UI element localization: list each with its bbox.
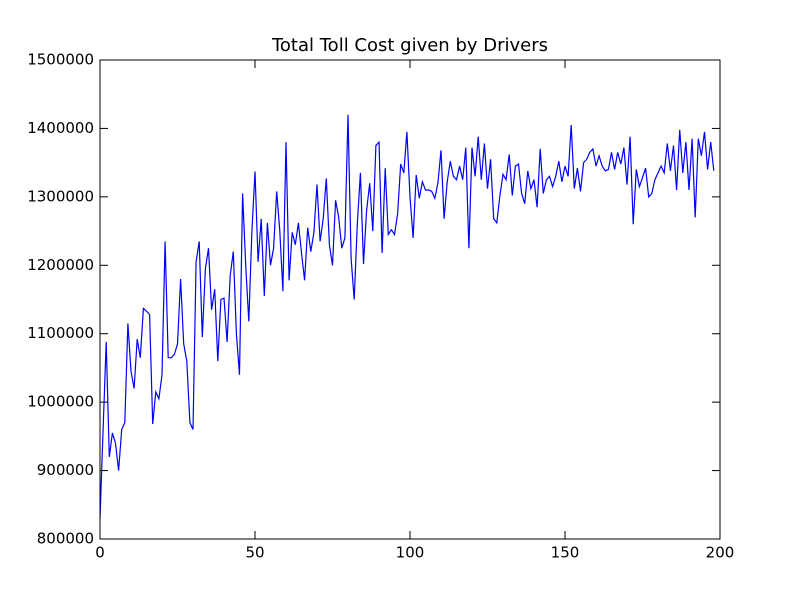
y-tick-label: 1400000 xyxy=(27,119,94,137)
data-line xyxy=(99,114,715,519)
x-tick-label: 100 xyxy=(396,544,425,562)
y-tick-label: 800000 xyxy=(37,530,94,548)
y-tick-label: 1000000 xyxy=(27,393,94,411)
y-tick-label: 900000 xyxy=(37,461,94,479)
x-tick-label: 150 xyxy=(551,544,580,562)
y-tick-label: 1500000 xyxy=(27,51,94,69)
y-tick-label: 1200000 xyxy=(27,256,94,274)
x-tick-label: 0 xyxy=(95,544,105,562)
chart-title: Total Toll Cost given by Drivers xyxy=(271,35,548,56)
y-tick-label: 1300000 xyxy=(27,187,94,205)
x-tick-label: 200 xyxy=(706,544,735,562)
y-tick-label: 1100000 xyxy=(27,324,94,342)
x-tick-label: 50 xyxy=(245,544,264,562)
